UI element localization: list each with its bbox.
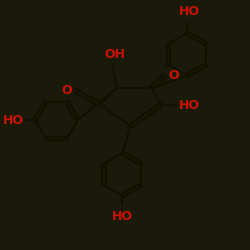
Text: HO: HO <box>179 99 200 112</box>
Text: HO: HO <box>112 210 133 223</box>
Text: HO: HO <box>2 114 24 126</box>
Text: OH: OH <box>104 48 125 61</box>
Text: O: O <box>61 84 72 96</box>
Text: HO: HO <box>178 4 200 18</box>
Text: O: O <box>169 69 179 82</box>
